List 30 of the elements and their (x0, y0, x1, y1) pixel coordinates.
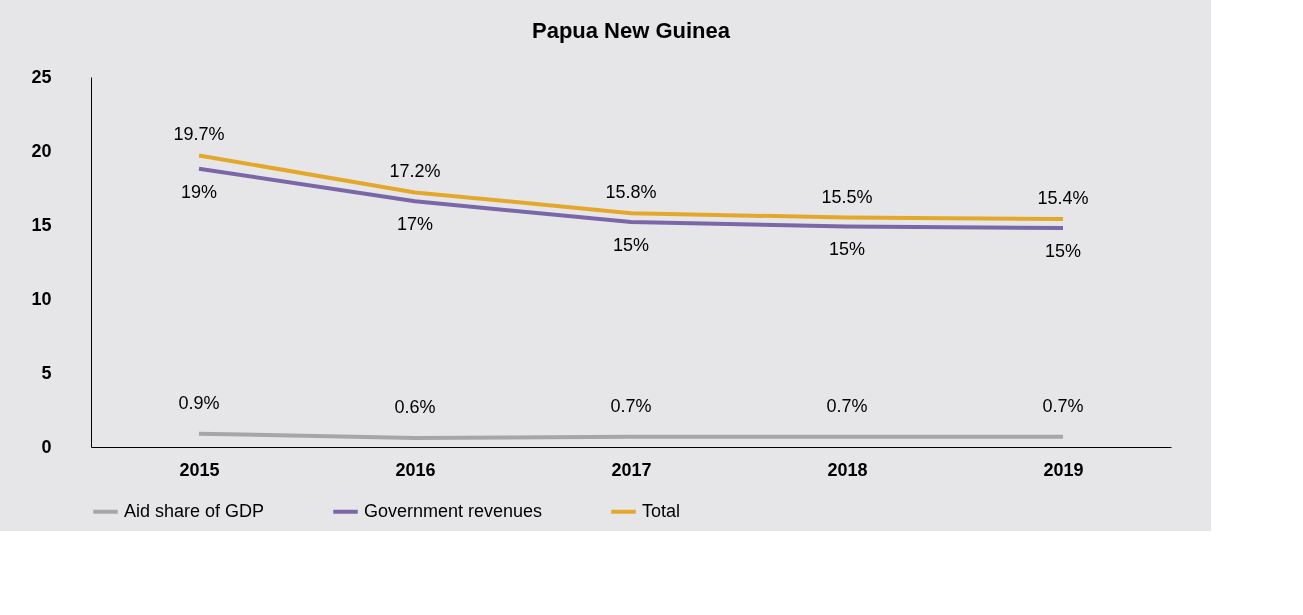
data-label: 0.7% (1042, 395, 1084, 416)
data-label: 15% (612, 235, 650, 256)
data-label: 17.2% (389, 161, 441, 182)
legend-label: Aid share of GDP (124, 500, 265, 521)
data-label: 0.9% (178, 392, 220, 413)
y-tick-label: 5 (41, 362, 52, 383)
data-label: 19.7% (173, 124, 225, 145)
data-label: 15.5% (821, 186, 873, 207)
data-label: 0.6% (394, 397, 436, 418)
y-tick-label: 15 (31, 214, 52, 235)
x-tick-label: 2015 (179, 459, 220, 480)
data-label: 0.7% (826, 395, 868, 416)
data-label: 0.7% (610, 395, 652, 416)
legend-label: Total (642, 500, 681, 521)
y-tick-label: 0 (41, 436, 52, 457)
x-tick-label: 2018 (827, 459, 868, 480)
y-tick-label: 25 (31, 66, 52, 87)
x-tick-label: 2017 (611, 459, 652, 480)
chart-title: Papua New Guinea (531, 18, 731, 43)
data-label: 15% (828, 239, 866, 260)
x-tick-label: 2019 (1043, 459, 1084, 480)
data-label: 15.8% (605, 182, 657, 203)
y-tick-label: 10 (31, 288, 52, 309)
data-label: 15% (1044, 240, 1082, 261)
legend-label: Government revenues (364, 500, 543, 521)
data-label: 17% (396, 214, 434, 235)
data-label: 15.4% (1037, 188, 1089, 209)
y-tick-label: 20 (31, 140, 52, 161)
x-tick-label: 2016 (395, 459, 436, 480)
data-label: 19% (180, 181, 218, 202)
